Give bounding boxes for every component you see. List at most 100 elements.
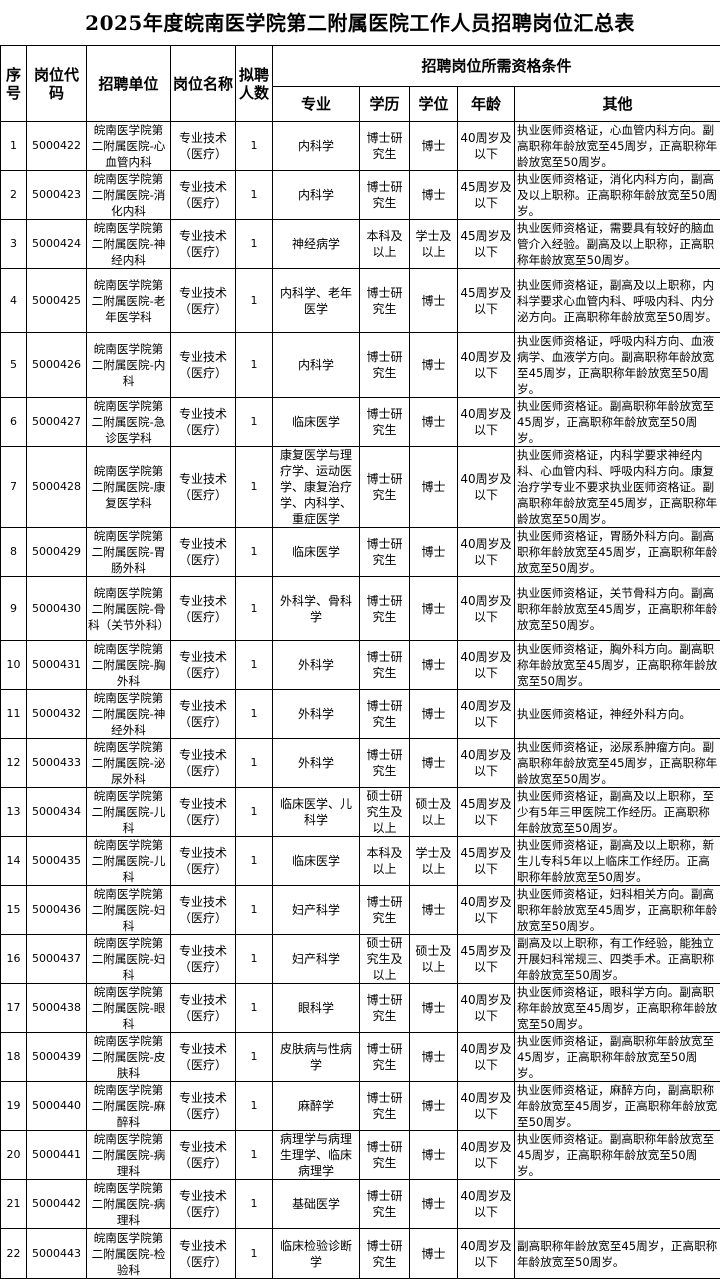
cell-position: 专业技术（医疗）: [171, 788, 236, 837]
cell-count: 1: [236, 1131, 273, 1180]
cell-position: 专业技术（医疗）: [171, 1131, 236, 1180]
cell-age: 45周岁及以下: [458, 220, 515, 269]
cell-other: [515, 1180, 720, 1229]
cell-education: 博士研究生: [360, 122, 410, 171]
cell-education: 博士研究生: [360, 984, 410, 1033]
cell-position: 专业技术（医疗）: [171, 398, 236, 447]
cell-position: 专业技术（医疗）: [171, 886, 236, 935]
cell-position: 专业技术（医疗）: [171, 269, 236, 333]
cell-education: 博士研究生: [360, 333, 410, 398]
cell-count: 1: [236, 1033, 273, 1082]
cell-seq: 6: [1, 398, 27, 447]
cell-age: 45周岁及以下: [458, 788, 515, 837]
cell-major: 临床医学: [273, 837, 360, 886]
cell-degree: 博士: [410, 739, 458, 788]
cell-degree: 博士: [410, 171, 458, 220]
cell-unit: 皖南医学院第二附属医院-麻醉科: [87, 1082, 171, 1131]
cell-degree: 博士: [410, 1082, 458, 1131]
cell-code: 5000430: [27, 577, 87, 641]
cell-position: 专业技术（医疗）: [171, 220, 236, 269]
cell-count: 1: [236, 1229, 273, 1279]
cell-education: 博士研究生: [360, 528, 410, 577]
cell-major: 外科学: [273, 739, 360, 788]
cell-degree: 博士: [410, 641, 458, 690]
header-education: 学历: [360, 87, 410, 122]
cell-position: 专业技术（医疗）: [171, 577, 236, 641]
cell-unit: 皖南医学院第二附属医院-病理科: [87, 1131, 171, 1180]
cell-other: 执业医师资格证，胸外科方向。副高职称年龄放宽至45周岁，正高职称年龄放宽至50周…: [515, 641, 720, 690]
cell-other: 执业医师资格证，关节骨科方向。副高职称年龄放宽至45周岁，正高职称年龄放宽至50…: [515, 577, 720, 641]
cell-other: 执业医师资格证，副高及以上职称，至少有5年三甲医院工作经历。正高职称年龄放宽至5…: [515, 788, 720, 837]
cell-unit: 皖南医学院第二附属医院-老年医学科: [87, 269, 171, 333]
cell-seq: 1: [1, 122, 27, 171]
cell-unit: 皖南医学院第二附属医院-妇科: [87, 886, 171, 935]
cell-code: 5000426: [27, 333, 87, 398]
cell-degree: 博士: [410, 577, 458, 641]
cell-age: 40周岁及以下: [458, 739, 515, 788]
cell-seq: 19: [1, 1082, 27, 1131]
cell-code: 5000423: [27, 171, 87, 220]
cell-unit: 皖南医学院第二附属医院-胃肠外科: [87, 528, 171, 577]
cell-count: 1: [236, 935, 273, 984]
cell-age: 45周岁及以下: [458, 935, 515, 984]
cell-position: 专业技术（医疗）: [171, 1082, 236, 1131]
cell-seq: 11: [1, 690, 27, 739]
cell-education: 博士研究生: [360, 1082, 410, 1131]
cell-age: 40周岁及以下: [458, 690, 515, 739]
cell-other: 执业医师资格证。副高职称年龄放宽至45周岁，正高职称年龄放宽至50周岁。: [515, 1131, 720, 1180]
cell-seq: 9: [1, 577, 27, 641]
cell-age: 40周岁及以下: [458, 122, 515, 171]
cell-seq: 22: [1, 1229, 27, 1279]
header-seq: 序号: [1, 46, 27, 122]
cell-count: 1: [236, 269, 273, 333]
cell-code: 5000435: [27, 837, 87, 886]
cell-seq: 16: [1, 935, 27, 984]
cell-position: 专业技术（医疗）: [171, 171, 236, 220]
cell-seq: 8: [1, 528, 27, 577]
cell-major: 内科学: [273, 333, 360, 398]
cell-seq: 10: [1, 641, 27, 690]
cell-major: 内科学、老年医学: [273, 269, 360, 333]
header-position: 岗位名称: [171, 46, 236, 122]
cell-other: 执业医师资格证，内科学要求神经内科、心血管内科、呼吸内科方向。康复治疗学专业不要…: [515, 447, 720, 528]
cell-position: 专业技术（医疗）: [171, 984, 236, 1033]
cell-education: 博士研究生: [360, 171, 410, 220]
cell-seq: 3: [1, 220, 27, 269]
cell-age: 40周岁及以下: [458, 333, 515, 398]
cell-unit: 皖南医学院第二附属医院-神经内科: [87, 220, 171, 269]
cell-code: 5000424: [27, 220, 87, 269]
cell-other: 执业医师资格证，麻醉方向，副高职称年龄放宽至45周岁，正高职称年龄放宽至50周岁…: [515, 1082, 720, 1131]
recruitment-table: 序号 岗位代码 招聘单位 岗位名称 拟聘人数 招聘岗位所需资格条件 专业 学历 …: [0, 45, 720, 1279]
cell-count: 1: [236, 690, 273, 739]
cell-count: 1: [236, 886, 273, 935]
cell-seq: 21: [1, 1180, 27, 1229]
cell-unit: 皖南医学院第二附属医院-皮肤科: [87, 1033, 171, 1082]
cell-count: 1: [236, 1180, 273, 1229]
header-unit: 招聘单位: [87, 46, 171, 122]
cell-seq: 14: [1, 837, 27, 886]
cell-code: 5000441: [27, 1131, 87, 1180]
cell-age: 40周岁及以下: [458, 398, 515, 447]
cell-degree: 博士: [410, 398, 458, 447]
cell-other: 执业医师资格证，神经外科方向。: [515, 690, 720, 739]
header-degree: 学位: [410, 87, 458, 122]
cell-unit: 皖南医学院第二附属医院-儿科: [87, 788, 171, 837]
cell-major: 麻醉学: [273, 1082, 360, 1131]
cell-position: 专业技术（医疗）: [171, 122, 236, 171]
cell-code: 5000425: [27, 269, 87, 333]
cell-age: 40周岁及以下: [458, 447, 515, 528]
cell-position: 专业技术（医疗）: [171, 1229, 236, 1279]
cell-code: 5000437: [27, 935, 87, 984]
cell-education: 博士研究生: [360, 1033, 410, 1082]
cell-position: 专业技术（医疗）: [171, 837, 236, 886]
cell-code: 5000439: [27, 1033, 87, 1082]
cell-seq: 17: [1, 984, 27, 1033]
cell-age: 40周岁及以下: [458, 886, 515, 935]
cell-unit: 皖南医学院第二附属医院-消化内科: [87, 171, 171, 220]
